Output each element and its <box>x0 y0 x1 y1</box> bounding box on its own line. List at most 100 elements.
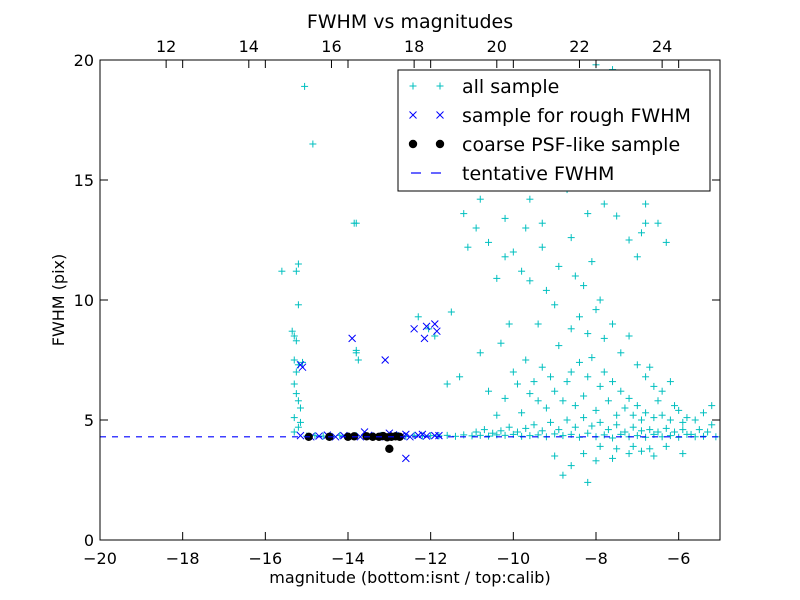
all-sample-point <box>555 342 563 350</box>
x-tick-label: −8 <box>584 549 608 568</box>
rough-fwhm-point <box>331 432 340 441</box>
all-sample-point <box>679 426 687 434</box>
legend-all-sample-marker-a <box>409 82 417 90</box>
all-sample-point <box>294 397 302 405</box>
all-sample-point <box>580 450 588 458</box>
rough-fwhm-point <box>296 431 305 440</box>
all-sample-point <box>642 200 650 208</box>
all-sample-point <box>290 428 298 436</box>
x-tick-label: −6 <box>667 549 691 568</box>
rough-fwhm-point-b <box>433 327 441 336</box>
all-sample-point <box>278 267 286 275</box>
legend-psf-like-marker-a <box>408 139 418 149</box>
all-sample-point <box>292 368 300 376</box>
top-x-tick-label: 24 <box>652 37 672 56</box>
all-sample-point <box>633 253 641 261</box>
all-sample-point <box>633 432 641 440</box>
all-sample-point <box>526 195 534 203</box>
rough-fwhm-point <box>435 431 443 440</box>
rough-fwhm-point-b <box>315 432 323 440</box>
legend-rough-fwhm-marker-b <box>436 111 444 119</box>
all-sample-point <box>538 219 546 227</box>
all-sample-point <box>476 431 484 439</box>
all-sample-point <box>530 421 538 429</box>
all-sample-point <box>290 414 298 422</box>
rough-fwhm-point-b <box>422 432 431 440</box>
all-sample-point <box>547 373 555 381</box>
rough-fwhm-point-b <box>406 432 414 441</box>
x-tick-label: −14 <box>331 549 365 568</box>
all-sample-point <box>501 253 509 261</box>
all-sample-point <box>596 382 604 390</box>
all-sample-point <box>547 418 555 426</box>
all-sample-point <box>501 431 509 439</box>
rough-fwhm-point <box>296 360 305 369</box>
all-sample-point <box>567 368 575 376</box>
legend-rough-fwhm-marker-b-b <box>436 111 444 119</box>
all-sample-point <box>625 236 633 244</box>
all-sample-point <box>658 387 666 395</box>
all-sample-point <box>642 409 650 417</box>
all-sample-point <box>588 258 596 266</box>
all-sample-point <box>292 390 300 398</box>
all-sample-point <box>650 414 658 422</box>
y-tick-label: 15 <box>74 171 94 190</box>
y-tick-label: 0 <box>84 531 94 550</box>
y-tick-label: 10 <box>74 291 94 310</box>
all-sample-point <box>352 219 360 227</box>
legend-box <box>397 69 711 192</box>
rough-fwhm-point <box>315 432 323 440</box>
all-sample-point <box>555 426 563 434</box>
top-x-tick-label: 22 <box>569 37 589 56</box>
all-sample-point <box>427 432 435 440</box>
all-sample-point <box>580 282 588 290</box>
all-sample-point <box>485 432 493 440</box>
legend-rough-fwhm-marker-a <box>409 111 417 119</box>
all-sample-point <box>600 200 608 208</box>
all-sample-point <box>617 349 625 357</box>
all-sample-point <box>621 428 629 436</box>
all-sample-point <box>288 327 296 335</box>
all-sample-point <box>505 320 513 328</box>
all-sample-point <box>671 402 679 410</box>
rough-fwhm-point <box>381 356 390 364</box>
all-sample-point <box>650 382 658 390</box>
all-sample-point <box>654 397 662 405</box>
all-sample-point <box>637 229 645 237</box>
all-sample-point <box>584 210 592 218</box>
all-sample-point <box>613 411 621 419</box>
all-sample-point <box>580 392 588 400</box>
psf-like-point <box>368 432 377 441</box>
rough-fwhm-point-b <box>418 430 427 439</box>
all-sample-point <box>301 82 309 90</box>
axes: −20 −18 −16 −14 −12 −10 −8 −6 0 5 10 15 20 12 14 16 18 20… <box>74 37 720 568</box>
x-tick-label: −10 <box>496 549 530 568</box>
all-sample-point <box>695 426 703 434</box>
all-sample-point <box>526 277 534 285</box>
x-tick-label: −20 <box>83 549 117 568</box>
rough-fwhm-point-b <box>296 431 305 440</box>
all-sample-point <box>633 402 641 410</box>
rough-fwhm-point-b <box>430 320 439 328</box>
y-tick-label: 5 <box>84 411 94 430</box>
rough-fwhm-point <box>406 432 414 441</box>
all-sample-point <box>592 406 600 414</box>
all-sample-point <box>290 380 298 388</box>
top-x-tick-label: 18 <box>404 37 424 56</box>
all-sample-point <box>294 301 302 309</box>
all-sample-point <box>551 430 559 438</box>
all-sample-point <box>637 447 645 455</box>
all-sample-point <box>497 427 505 435</box>
all-sample-point <box>596 418 604 426</box>
rough-fwhm-point-b <box>420 334 429 343</box>
x-tick-label: −16 <box>248 549 282 568</box>
all-sample-point <box>571 272 579 280</box>
y-tick-label: 20 <box>74 51 94 70</box>
all-sample-point <box>596 442 604 450</box>
rough-fwhm-point-b <box>331 432 340 441</box>
all-sample-point <box>352 346 360 354</box>
rough-fwhm-point <box>410 324 418 333</box>
all-sample-point <box>704 428 712 436</box>
all-sample-point <box>609 434 617 442</box>
